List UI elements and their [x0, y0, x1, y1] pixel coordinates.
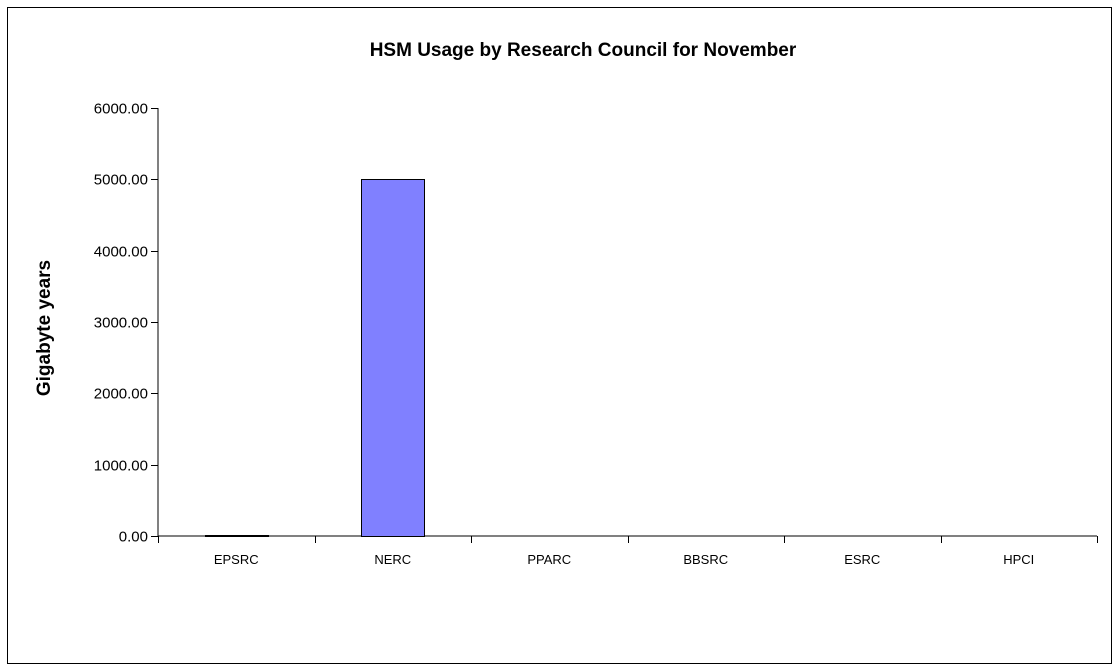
y-tick-label: 5000.00 — [94, 172, 148, 189]
y-tick-label: 2000.00 — [94, 386, 148, 403]
y-tick-label: 6000.00 — [94, 101, 148, 118]
x-tick-label-epsrc: EPSRC — [214, 552, 259, 567]
x-tick-label-pparc: PPARC — [527, 552, 571, 567]
x-tick-label-hpci: HPCI — [1003, 552, 1034, 567]
chart-frame — [7, 7, 1112, 664]
bar-epsrc — [205, 535, 269, 537]
chart-title: HSM Usage by Research Council for Novemb… — [370, 40, 797, 61]
plot-area: 0.00 1000.00 2000.00 3000.00 4000.00 5000.00 6… — [94, 101, 1098, 567]
x-tick-label-esrc: ESRC — [844, 552, 880, 567]
y-axis-label: Gigabyte years — [34, 260, 55, 396]
y-tick-label: 1000.00 — [94, 458, 148, 475]
y-tick-label: 0.00 — [119, 529, 148, 546]
x-tick-label-nerc: NERC — [374, 552, 411, 567]
x-tick-label-bbsrc: BBSRC — [683, 552, 728, 567]
y-tick-label: 3000.00 — [94, 315, 148, 332]
bar-nerc — [361, 179, 425, 537]
y-tick-label: 4000.00 — [94, 244, 148, 261]
